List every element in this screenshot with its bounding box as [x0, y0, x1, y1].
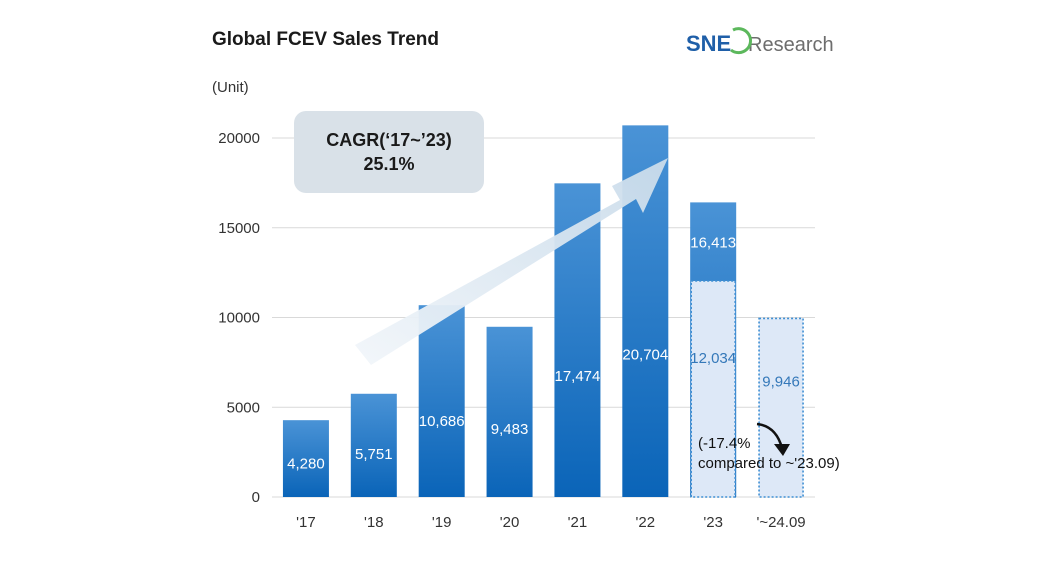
logo-brand: SNE	[686, 31, 731, 56]
y-tick-label: 5000	[227, 399, 260, 416]
partial-bar	[690, 280, 736, 498]
cagr-box: CAGR(‘17~’23) 25.1%	[294, 111, 484, 193]
cagr-value: 25.1%	[363, 154, 414, 174]
y-tick-label: 15000	[218, 220, 260, 237]
trend-arrow-icon	[355, 158, 668, 365]
bar	[350, 393, 397, 497]
y-axis-ticks: 0 5000 10000 15000 20000	[218, 130, 260, 506]
x-tick-label: '20	[500, 514, 520, 531]
x-tick-label: '17	[296, 514, 316, 531]
decline-note: (-17.4% compared to ~'23.09)	[698, 422, 840, 472]
bar	[418, 305, 465, 497]
bar-value-label: 20,704	[622, 346, 668, 363]
x-tick-label: '19	[432, 514, 452, 531]
bar	[282, 420, 329, 497]
unit-label: (Unit)	[212, 79, 249, 96]
bar-value-label: 16,413	[690, 235, 736, 252]
cagr-box-bg	[294, 111, 484, 193]
note-line1: (-17.4%	[698, 435, 751, 452]
note-line2: compared to ~'23.09)	[698, 455, 840, 472]
sne-research-logo: SNE Research	[686, 27, 834, 56]
bar	[486, 326, 533, 497]
bar-value-label: 9,483	[491, 421, 529, 438]
x-tick-label: '22	[636, 514, 656, 531]
chart-title: Global FCEV Sales Trend	[212, 29, 439, 50]
trend-arrow	[355, 158, 668, 365]
logo-swoosh-icon	[730, 27, 752, 55]
cagr-label: CAGR(‘17~’23)	[326, 130, 452, 150]
y-tick-label: 10000	[218, 310, 260, 327]
x-tick-label: '~24.09	[756, 514, 805, 531]
partial-value-label: 12,034	[690, 350, 736, 367]
x-tick-label: '18	[364, 514, 384, 531]
x-tick-label: '23	[703, 514, 723, 531]
partial-value-label: 9,946	[762, 373, 800, 390]
bar-value-label: 4,280	[287, 456, 325, 473]
y-tick-label: 20000	[218, 130, 260, 147]
partial-bar	[758, 317, 804, 498]
y-tick-label: 0	[252, 489, 260, 506]
logo-suffix: Research	[748, 34, 834, 56]
bar-value-label: 10,686	[419, 413, 465, 430]
curved-arrow-head-icon	[774, 444, 790, 456]
bar-value-label: 17,474	[554, 368, 600, 385]
bar-value-label: 5,751	[355, 446, 393, 463]
x-tick-label: '21	[568, 514, 588, 531]
x-axis-ticks: '17 '18 '19 '20 '21 '22 '23 '~24.09	[296, 514, 805, 531]
